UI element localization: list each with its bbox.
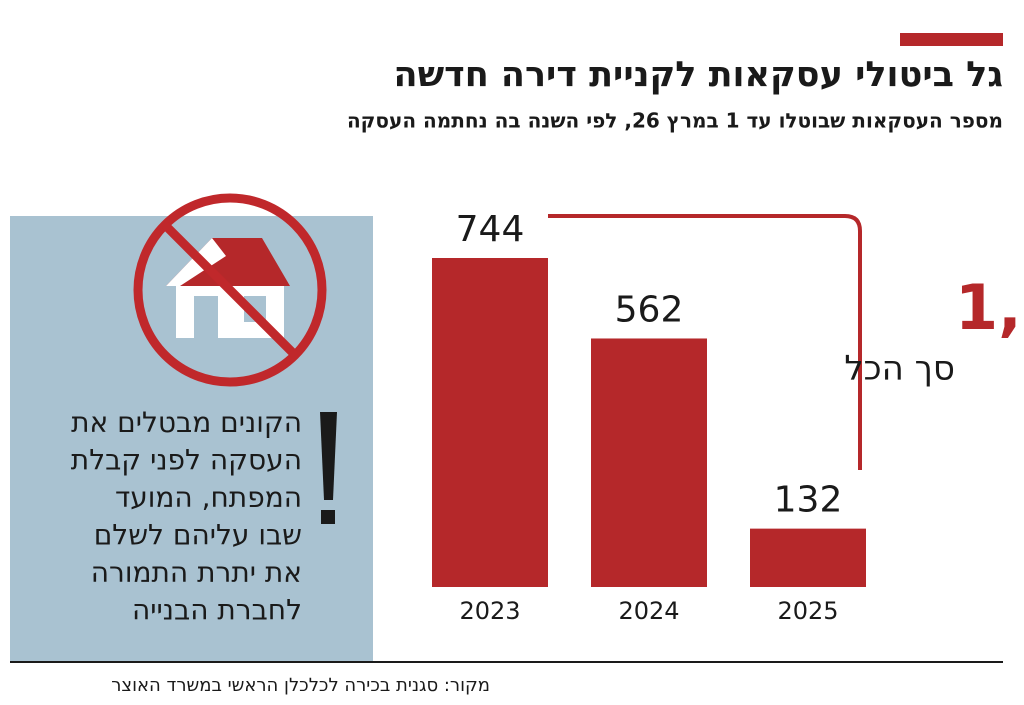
total-caption: סך הכל bbox=[844, 349, 955, 389]
value-label: 744 bbox=[456, 209, 525, 250]
chart-title: גל ביטולי עסקאות לקניית דירה חדשה bbox=[394, 55, 1003, 95]
accent-bar bbox=[900, 33, 1003, 46]
total-connector bbox=[548, 214, 862, 470]
x-tick-label: 2023 bbox=[459, 597, 520, 625]
value-label: 132 bbox=[774, 480, 843, 521]
note-line: שבו עליהם לשלם bbox=[94, 519, 302, 552]
chart-subtitle: מספר העסקאות שבוטלו עד 1 במרץ 26, לפי הש… bbox=[347, 109, 1003, 133]
x-tick-label: 2024 bbox=[618, 597, 679, 625]
cancel-house-icon bbox=[133, 193, 327, 387]
bar bbox=[750, 528, 866, 587]
note-line: את יתרת התמורה bbox=[91, 556, 302, 589]
note-line: המפתח, המועד bbox=[115, 481, 302, 514]
total-value: 1,438 bbox=[955, 271, 1024, 344]
x-tick-label: 2025 bbox=[777, 597, 838, 625]
bar bbox=[432, 258, 548, 587]
note-line: העסקה לפני קבלת bbox=[71, 444, 302, 477]
value-label: 562 bbox=[615, 289, 684, 330]
note-line: הקונים מבטלים את bbox=[71, 406, 302, 439]
source: מקור: סגנית בכירה לכלכלן הראשי במשרד האו… bbox=[111, 675, 490, 696]
bar bbox=[591, 338, 707, 587]
exclamation bbox=[320, 412, 337, 524]
note-line: לחברת הבנייה bbox=[132, 594, 302, 627]
